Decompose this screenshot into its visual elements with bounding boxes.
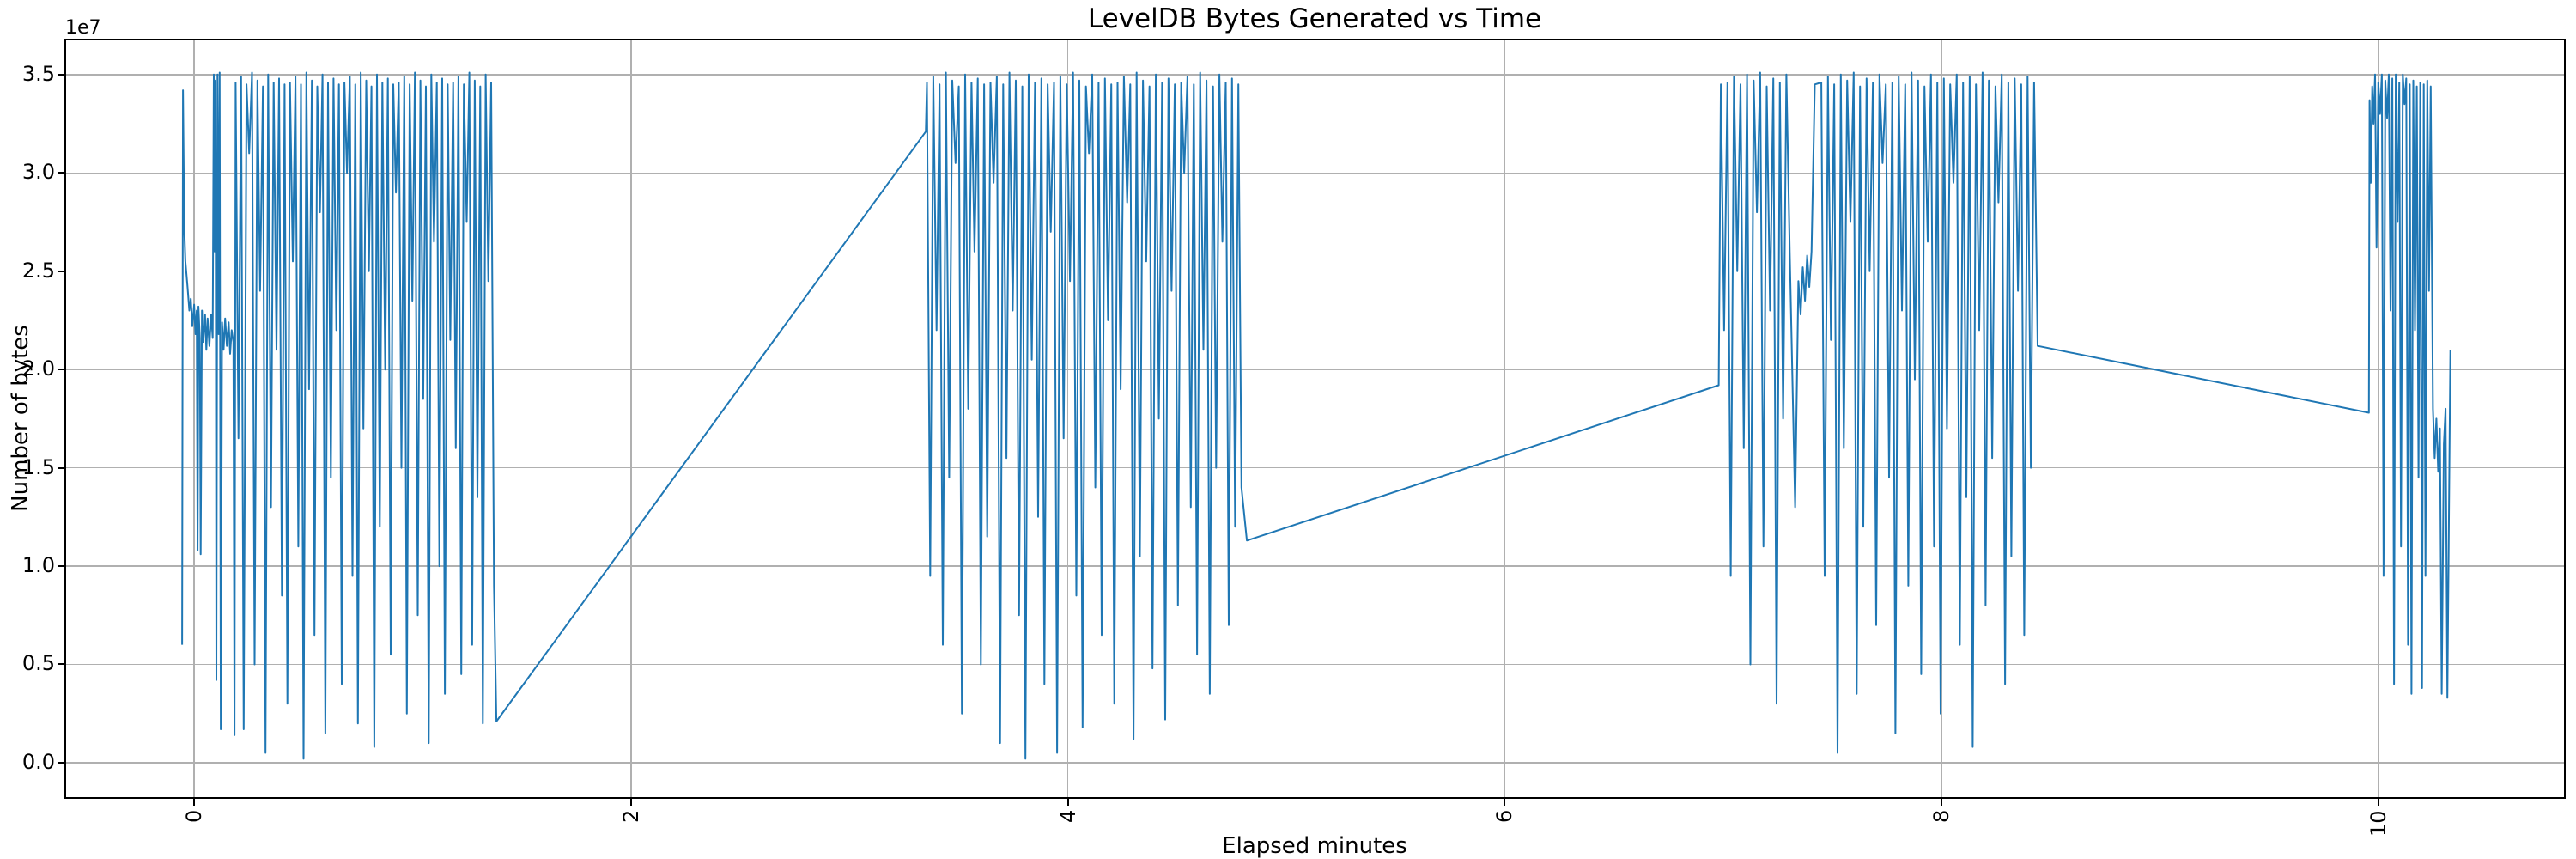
- series-line: [181, 71, 2451, 760]
- y-tick-mark: [58, 466, 66, 469]
- y-gridline: [66, 762, 2564, 764]
- y-tick-mark: [58, 73, 66, 76]
- series-line-layer: [181, 71, 2451, 760]
- y-tick-label: 1.5: [21, 454, 55, 479]
- x-tick-mark: [1504, 798, 1506, 806]
- y-tick-mark: [58, 565, 66, 568]
- y-axis-label: Number of bytes: [8, 325, 33, 512]
- x-gridline: [1066, 40, 1069, 797]
- y-gridline: [66, 565, 2564, 567]
- x-tick-label: 2: [618, 809, 643, 823]
- y-gridline: [66, 74, 2564, 76]
- x-tick-label: 8: [1929, 809, 1954, 823]
- y-tick-mark: [58, 663, 66, 666]
- y-gridline: [66, 172, 2564, 174]
- y-tick-label: 1.0: [21, 553, 55, 578]
- y-gridline: [66, 369, 2564, 370]
- y-gridline: [66, 270, 2564, 272]
- y-tick-label: 2.5: [21, 258, 55, 283]
- y-gridline: [66, 466, 2564, 469]
- y-tick-mark: [58, 172, 66, 174]
- x-tick-mark: [1066, 798, 1069, 806]
- y-offset-label: 1e7: [65, 17, 101, 39]
- y-tick-label: 2.0: [21, 356, 55, 381]
- y-tick-label: 0.5: [21, 651, 55, 676]
- x-gridline: [630, 40, 632, 797]
- y-tick-label: 3.0: [21, 160, 55, 185]
- y-tick-mark: [58, 270, 66, 272]
- chart-title: LevelDB Bytes Generated vs Time: [1087, 3, 1542, 34]
- y-tick-mark: [58, 369, 66, 371]
- x-tick-mark: [193, 798, 196, 806]
- plot-frame: [64, 39, 2566, 799]
- x-gridline: [193, 40, 195, 797]
- x-gridline: [2378, 40, 2379, 797]
- x-tick-label: 6: [1492, 809, 1517, 823]
- x-tick-mark: [2377, 798, 2379, 806]
- x-tick-mark: [1941, 798, 1943, 806]
- x-gridline: [1504, 40, 1506, 797]
- x-tick-label: 0: [182, 809, 207, 823]
- y-tick-label: 3.5: [21, 61, 55, 86]
- plot-area: [66, 40, 2564, 797]
- y-gridline: [66, 663, 2564, 666]
- x-tick-mark: [629, 798, 632, 806]
- y-tick-label: 0.0: [21, 749, 55, 774]
- x-tick-label: 4: [1055, 809, 1080, 823]
- x-tick-label: 10: [2366, 810, 2391, 837]
- x-axis-label: Elapsed minutes: [1222, 833, 1407, 859]
- y-tick-mark: [58, 761, 66, 764]
